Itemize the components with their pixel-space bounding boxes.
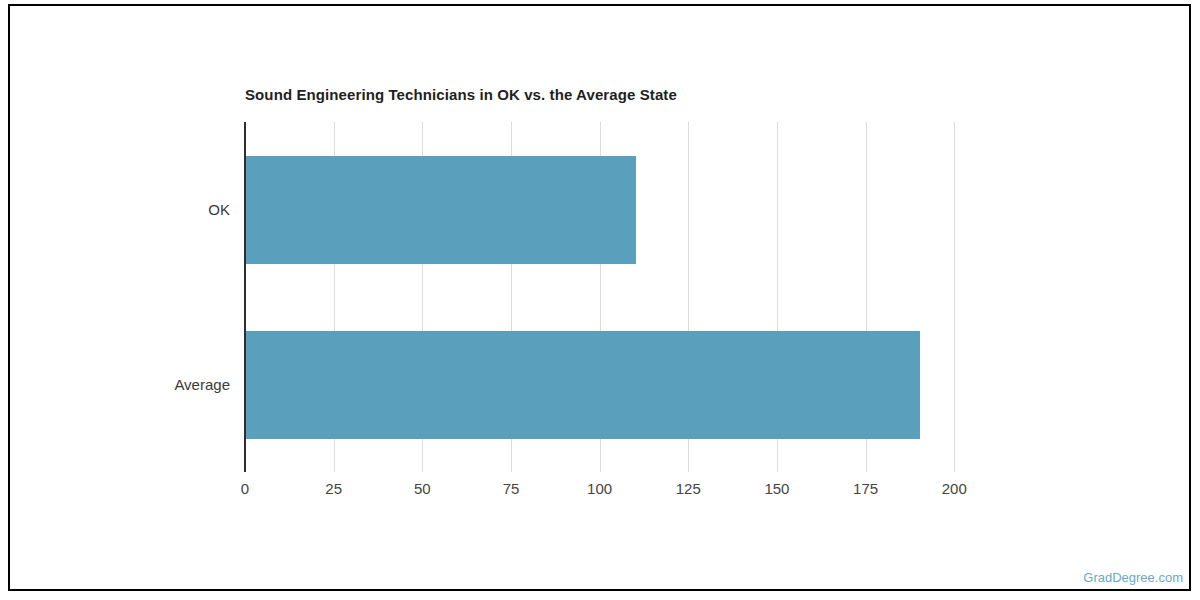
x-axis-tick-label: 25 [325, 480, 342, 497]
bar-average [246, 331, 920, 439]
plot-area [245, 122, 1011, 472]
x-axis-tick-label: 75 [503, 480, 520, 497]
chart-title: Sound Engineering Technicians in OK vs. … [245, 86, 677, 103]
x-axis-tick-label: 200 [942, 480, 967, 497]
y-axis-label: Average [10, 297, 230, 472]
x-axis-tick-label: 0 [241, 480, 249, 497]
y-axis-category-labels: OKAverage [10, 122, 230, 472]
chart-frame: Sound Engineering Technicians in OK vs. … [8, 4, 1191, 591]
y-axis-label: OK [10, 122, 230, 297]
bar-ok [246, 156, 636, 264]
watermark: GradDegree.com [1083, 570, 1183, 585]
x-axis-tick-label: 125 [676, 480, 701, 497]
x-axis-tick-label: 150 [764, 480, 789, 497]
x-axis-tick-labels: 0255075100125150175200 [245, 480, 1011, 502]
x-axis-tick-label: 175 [853, 480, 878, 497]
x-axis-tick-label: 50 [414, 480, 431, 497]
x-axis-tick-label: 100 [587, 480, 612, 497]
gridline [954, 122, 955, 472]
